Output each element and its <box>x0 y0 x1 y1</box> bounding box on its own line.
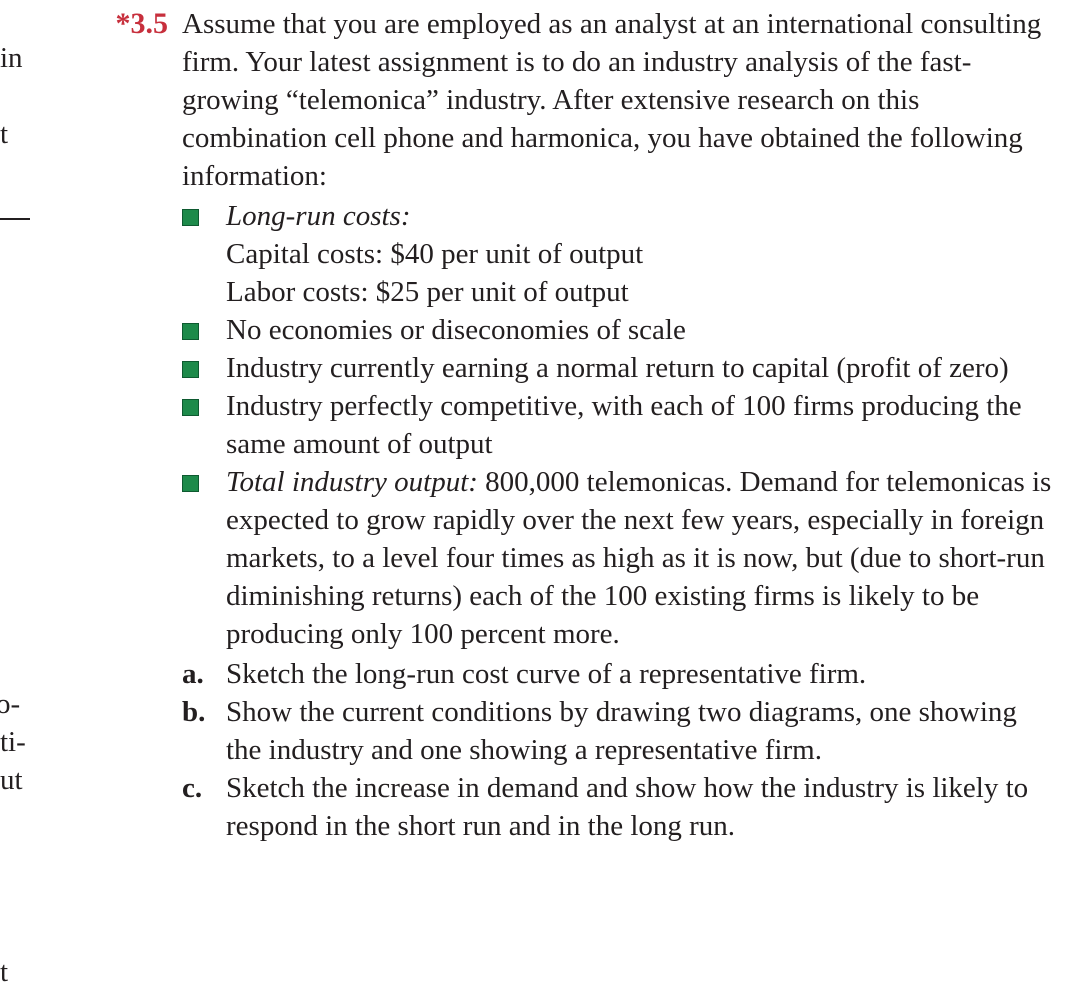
bullet-list: Long-run costs: Capital costs: $40 per u… <box>182 197 1058 653</box>
subpart-list: a. Sketch the long-run cost curve of a r… <box>182 655 1058 845</box>
edge-fragment: in <box>0 42 23 75</box>
bullet-rest: No economies or diseconomies of scale <box>226 314 686 346</box>
page: in t o- ti- ut t *3.5 Assume that you ar… <box>0 0 1080 985</box>
bullet-extra-line: Labor costs: $25 per unit of output <box>226 273 1058 311</box>
bullet-text: Long-run costs: Capital costs: $40 per u… <box>226 197 1058 311</box>
subpart-text: Show the current conditions by drawing t… <box>226 693 1058 769</box>
edge-fragment: ti- <box>0 726 26 759</box>
bullet-text: Industry currently earning a normal retu… <box>226 349 1058 387</box>
problem-content: *3.5 Assume that you are employed as an … <box>80 5 1058 845</box>
bullet-square-icon <box>182 197 226 226</box>
bullet-item: Total industry output: 800,000 telemonic… <box>182 463 1058 653</box>
bullet-rest: Industry currently earning a normal retu… <box>226 352 1009 384</box>
edge-fragment: o- <box>0 688 20 721</box>
bullet-text: No economies or diseconomies of scale <box>226 311 1058 349</box>
problem-body: Assume that you are employed as an analy… <box>182 5 1058 845</box>
bullet-square-icon <box>182 349 226 378</box>
edge-divider-line <box>0 218 30 220</box>
problem-block: *3.5 Assume that you are employed as an … <box>80 5 1058 845</box>
subpart-label: a. <box>182 655 226 693</box>
problem-intro: Assume that you are employed as an analy… <box>182 5 1058 195</box>
edge-fragment: ut <box>0 764 23 797</box>
subpart-item: a. Sketch the long-run cost curve of a r… <box>182 655 1058 693</box>
bullet-item: No economies or diseconomies of scale <box>182 311 1058 349</box>
bullet-text: Industry perfectly competitive, with eac… <box>226 387 1058 463</box>
bullet-text: Total industry output: 800,000 telemonic… <box>226 463 1058 653</box>
edge-fragment: t <box>0 118 8 151</box>
bullet-lead-italic: Total industry output: <box>226 466 478 498</box>
bullet-square-icon <box>182 387 226 416</box>
bullet-rest: Industry perfectly competitive, with eac… <box>226 390 1022 460</box>
subpart-text: Sketch the long-run cost curve of a repr… <box>226 655 1058 693</box>
bullet-item: Industry currently earning a normal retu… <box>182 349 1058 387</box>
bullet-extra-line: Capital costs: $40 per unit of output <box>226 235 1058 273</box>
bullet-square-icon <box>182 311 226 340</box>
subpart-label: c. <box>182 769 226 807</box>
subpart-item: c. Sketch the increase in demand and sho… <box>182 769 1058 845</box>
bullet-item: Long-run costs: Capital costs: $40 per u… <box>182 197 1058 311</box>
subpart-item: b. Show the current conditions by drawin… <box>182 693 1058 769</box>
bullet-square-icon <box>182 463 226 492</box>
subpart-label: b. <box>182 693 226 731</box>
subpart-text: Sketch the increase in demand and show h… <box>226 769 1058 845</box>
edge-fragment: t <box>0 956 8 989</box>
bullet-lead-italic: Long-run costs: <box>226 200 410 232</box>
problem-number: *3.5 <box>80 5 182 43</box>
bullet-item: Industry perfectly competitive, with eac… <box>182 387 1058 463</box>
